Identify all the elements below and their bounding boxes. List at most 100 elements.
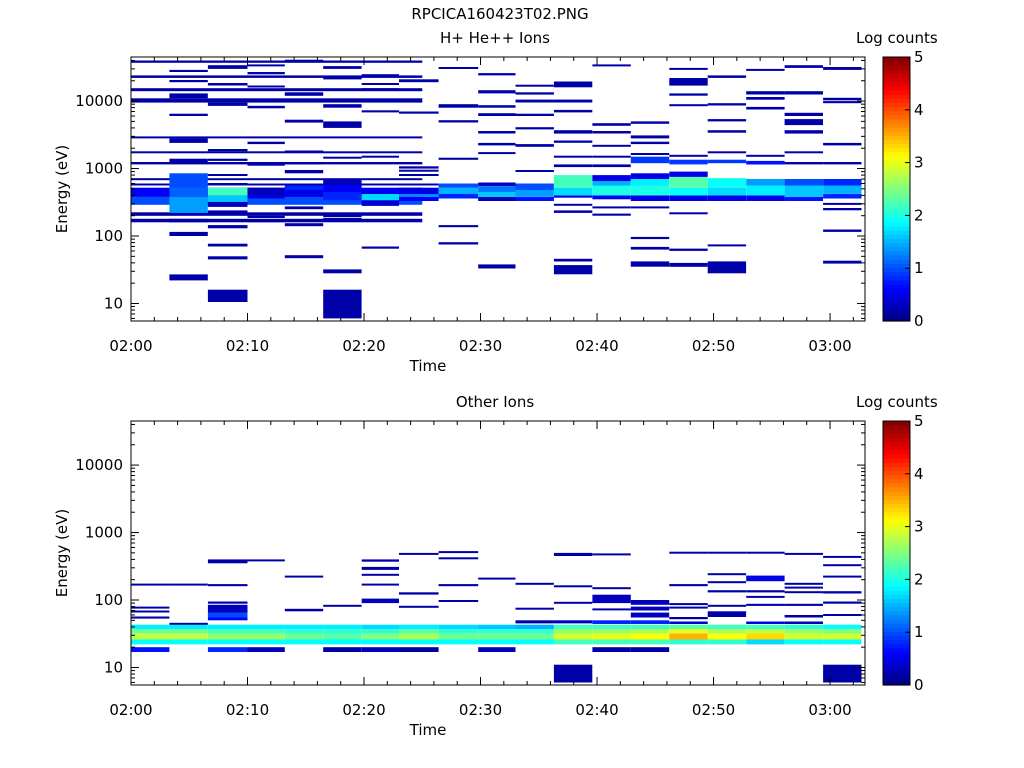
heatmap-cell [630, 620, 670, 624]
heatmap-cell [784, 112, 823, 116]
heatmap-cell [399, 552, 439, 555]
heatmap-cell [438, 187, 479, 194]
heatmap-cell [207, 225, 248, 229]
heatmap-cell [784, 624, 823, 630]
heatmap-cell [131, 610, 170, 613]
heatmap-cell [746, 154, 785, 157]
colorbar-segment [883, 536, 910, 542]
x-tick-label: 02:10 [226, 337, 269, 355]
colorbar-segment [883, 222, 910, 227]
colorbar-segment [883, 569, 910, 575]
heatmap-cell [707, 244, 747, 247]
heatmap-cell [669, 584, 708, 587]
colorbar-segment [883, 172, 910, 178]
heatmap-cell [131, 647, 170, 652]
x-tick-label: 02:40 [575, 337, 618, 355]
colorbar-segment [883, 65, 910, 70]
heatmap-cell [592, 647, 631, 652]
heatmap-cell [284, 575, 324, 578]
heatmap-cell [784, 196, 823, 201]
heatmap-cell [669, 195, 708, 201]
colorbar-segment [883, 213, 910, 219]
heatmap-cell [669, 171, 708, 177]
heatmap-cell [284, 170, 324, 174]
colorbar-segment [883, 61, 910, 66]
heatmap-cell [169, 231, 208, 236]
colorbar-segment [883, 598, 910, 604]
heatmap-cell [131, 178, 423, 181]
x-tick-label: 02:50 [692, 337, 735, 355]
colorbar-segment [883, 586, 910, 591]
heatmap-cell [323, 66, 362, 69]
colorbar-segment [883, 197, 910, 202]
colorbar-segment [883, 581, 910, 587]
heatmap-cell [207, 639, 248, 645]
heatmap-cell [323, 191, 362, 201]
colorbar-segment [883, 135, 910, 141]
heatmap-cell [784, 119, 823, 126]
heatmap-cell [323, 218, 362, 221]
heatmap-cell [284, 119, 324, 123]
heatmap-cell [207, 83, 248, 86]
heatmap-cell [592, 206, 631, 209]
colorbar-segment [883, 577, 910, 583]
colorbar-segment [883, 433, 910, 439]
colorbar-segment [883, 110, 910, 116]
heatmap-cell [438, 551, 479, 554]
heatmap-cell [399, 605, 439, 608]
heatmap-cell [823, 101, 862, 104]
heatmap-cell [284, 150, 324, 153]
colorbar-segment [883, 156, 910, 161]
heatmap-cell [630, 612, 670, 618]
y-tick-label: 10 [104, 294, 123, 312]
colorbar-segment [883, 454, 910, 459]
colorbar-segment [883, 180, 910, 186]
heatmap-cell [478, 186, 516, 192]
heatmap-cell [323, 179, 362, 186]
heatmap-cell [592, 553, 631, 556]
colorbar-segment [883, 623, 910, 628]
heatmap-cell [592, 594, 631, 604]
colorbar-segment [883, 524, 910, 529]
heatmap-cell [323, 269, 362, 274]
heatmap-cell [399, 633, 439, 640]
heatmap-panel-1: 02:00 02:10 02:20 02:30 02:40 02:50 03:0010100… [53, 412, 924, 739]
colorbar-tick-label: 3 [914, 518, 924, 536]
heatmap-cell [438, 584, 479, 587]
heatmap-cell [707, 130, 747, 133]
heatmap-cell [399, 166, 439, 169]
heatmap-cell [515, 620, 554, 624]
colorbar-segment [883, 462, 910, 467]
heatmap-cell [746, 629, 785, 634]
heatmap-cell [169, 187, 208, 197]
colorbar-segment [883, 296, 910, 301]
heatmap-cell [284, 629, 324, 634]
heatmap-cell [478, 182, 516, 186]
heatmap-cell [247, 64, 285, 67]
heatmap-cell [361, 647, 399, 652]
heatmap-cell [630, 600, 670, 605]
heatmap-cell [746, 179, 785, 186]
heatmap-cell [478, 196, 516, 201]
heatmap-cell [131, 136, 423, 139]
heatmap-cell [478, 90, 516, 94]
heatmap-cell [515, 607, 554, 610]
heatmap-cell [823, 601, 862, 604]
heatmap-cell [630, 261, 670, 267]
heatmap-cell [478, 639, 516, 645]
x-axis-label: Time [409, 721, 447, 739]
colorbar-segment [883, 441, 910, 447]
heatmap-cell [247, 141, 285, 145]
heatmap-cell [323, 639, 362, 645]
x-tick-label: 02:10 [226, 701, 269, 719]
heatmap-cell [746, 624, 785, 630]
heatmap-cell [399, 624, 439, 630]
heatmap-cell [630, 647, 670, 652]
heatmap-cell [399, 592, 439, 595]
x-tick-label: 02:30 [459, 701, 502, 719]
heatmap-cell [284, 190, 324, 197]
heatmap-cell [478, 633, 516, 640]
heatmap-cell [630, 639, 670, 645]
heatmap-cell [784, 615, 823, 618]
heatmap-cell [207, 559, 248, 564]
